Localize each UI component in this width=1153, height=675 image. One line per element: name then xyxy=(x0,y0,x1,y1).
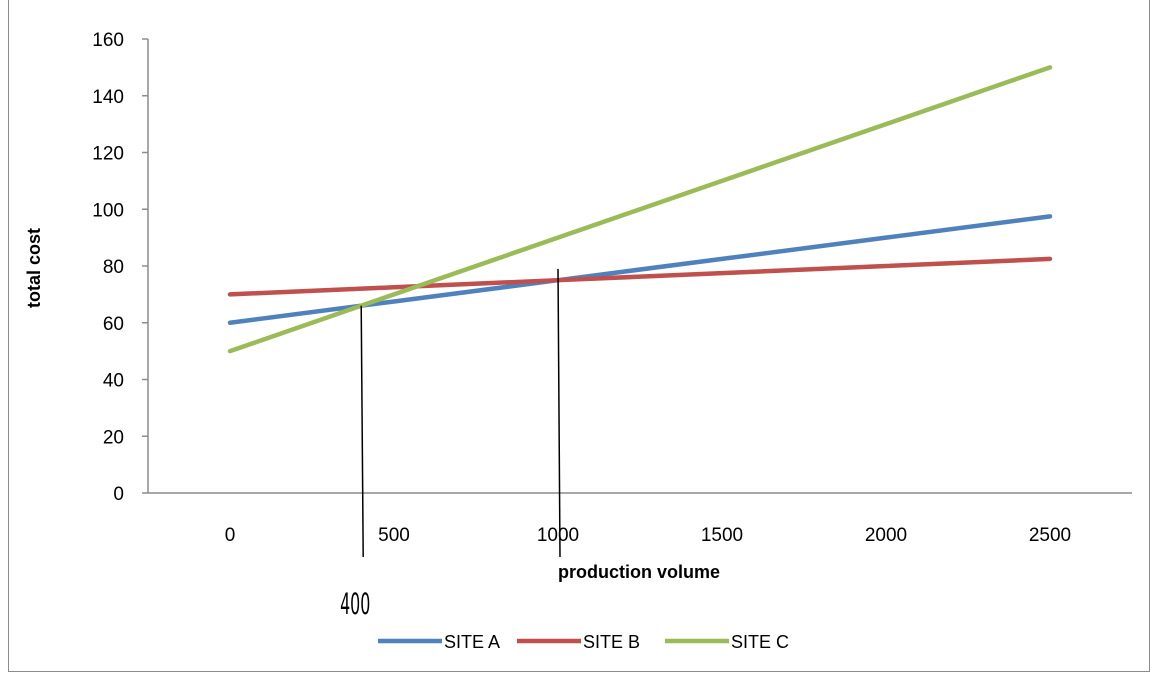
x-tick-label: 500 xyxy=(378,525,410,546)
x-tick-label: 1500 xyxy=(701,525,743,546)
y-tick-label: 0 xyxy=(113,484,124,505)
annotation-lines: 400 xyxy=(340,268,561,622)
series-line-site-b xyxy=(227,256,1053,297)
y-tick-label: 20 xyxy=(103,427,124,448)
y-tick-label: 140 xyxy=(92,87,124,108)
legend-label: SITE A xyxy=(444,632,500,652)
chart-frame xyxy=(8,0,1150,672)
y-axis-title: total cost xyxy=(24,228,44,308)
annotation-line xyxy=(557,268,561,558)
series-lines xyxy=(227,65,1053,354)
legend: SITE A SITE B SITE C xyxy=(378,632,789,652)
annotation-label: 400 xyxy=(340,587,370,622)
y-tick-label: 40 xyxy=(103,371,124,392)
x-tick-label: 0 xyxy=(225,525,236,546)
legend-label: SITE B xyxy=(583,632,640,652)
series-line-site-c xyxy=(227,65,1053,354)
y-tick-label: 160 xyxy=(92,30,124,51)
annotation-line xyxy=(360,305,364,558)
y-tick-label: 100 xyxy=(92,200,124,221)
y-tick-label: 80 xyxy=(103,257,124,278)
x-tick-label: 1000 xyxy=(537,525,579,546)
axes xyxy=(147,39,1132,494)
y-tick-label: 120 xyxy=(92,144,124,165)
x-tick-label: 2000 xyxy=(865,525,907,546)
y-tick-label: 60 xyxy=(103,314,124,335)
x-ticks: 0 500 1000 1500 2000 2500 xyxy=(225,525,1071,546)
x-tick-label: 2500 xyxy=(1029,525,1071,546)
legend-label: SITE C xyxy=(731,632,789,652)
y-ticks: 0 20 40 60 80 100 120 140 160 xyxy=(92,30,148,505)
x-axis-title: production volume xyxy=(558,562,720,582)
